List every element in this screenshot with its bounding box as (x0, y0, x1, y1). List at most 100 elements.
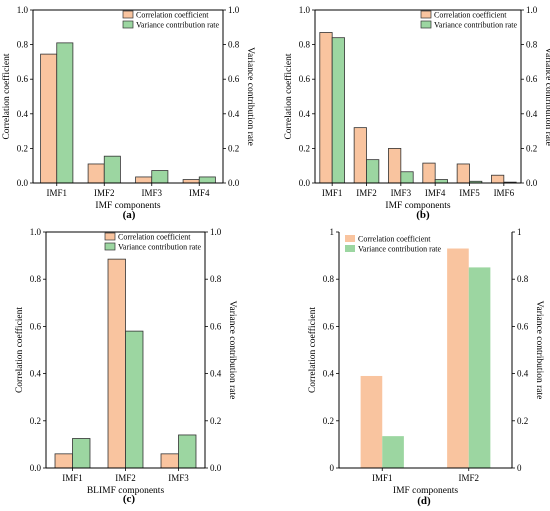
legend-swatch-variance (420, 20, 432, 29)
y-tick-label: 0.0 (30, 463, 42, 473)
x-axis-title: IMF components (95, 201, 160, 211)
y-axis-title: Correlation coefficient (14, 307, 25, 393)
y-tick-label: 1.0 (30, 227, 42, 237)
y-tick-label: 0.2 (323, 416, 334, 426)
chart-panel-d: IMF1 IMF2 0 0.2 0.4 0.6 0.8 1 0 0.2 0.4 0.6 0.8 1 Corr… (307, 227, 544, 507)
chart-panel-c: IMF1 IMF2 IMF3 0.0 0.2 0.4 0.6 0.8 1.0 0.0 0.2 0.4 0… (14, 227, 237, 505)
y-tick-label: 0.8 (323, 274, 335, 284)
x-tick-label: IMF1 (46, 188, 67, 198)
y-tick-label: 0.6 (30, 321, 42, 331)
bar-variance-imf1 (382, 436, 404, 468)
y2-tick-label: 0.2 (228, 143, 239, 153)
legend-swatch-correlation (104, 232, 116, 241)
legend-label: Variance contribution rate (118, 243, 202, 252)
y2-axis-title: Variance contribution rate (543, 47, 550, 146)
y2-tick-label: 0.6 (210, 321, 222, 331)
bar-variance-imf1 (331, 37, 345, 184)
y2-tick-label: 0.6 (526, 74, 538, 84)
y2-tick-label: 0 (517, 463, 522, 473)
x-tick-label: IMF3 (168, 473, 189, 483)
chart-panel-a: IMF1 IMF2 IMF3 IMF4 0.0 0.2 0.4 0.6 0.8 1.0 0.0 0.2… (1, 5, 255, 221)
legend-swatch-variance (122, 20, 134, 29)
bar-correlation-imf1 (54, 453, 73, 469)
y2-tick-label: 0.2 (210, 416, 221, 426)
panel-label: (d) (417, 495, 431, 507)
x-tick-label: IMF4 (189, 188, 210, 198)
y-tick-label: 1 (330, 227, 335, 237)
legend-swatch-correlation (122, 10, 134, 19)
y-tick-label: 0.0 (299, 178, 311, 188)
legend-swatch-correlation (420, 10, 432, 19)
bar-correlation-imf1 (40, 53, 58, 184)
chart-panel-b: IMF1 IMF2 IMF3 IMF4 IMF5 IMF6 0.0 0.2 0.4 0.6 0.8 1… (283, 5, 550, 221)
x-tick-label: IMF2 (458, 473, 479, 483)
y-tick-label: 0.2 (299, 143, 310, 153)
legend-swatch-variance (104, 242, 116, 251)
bar-variance-imf4 (434, 179, 448, 184)
x-axis-title: IMF components (385, 201, 450, 211)
y2-tick-label: 0.6 (517, 321, 529, 331)
y2-axis-title: Variance contribution rate (245, 47, 255, 146)
x-tick-label: IMF2 (356, 188, 377, 198)
panel-label: (c) (123, 493, 136, 505)
panel-label: (b) (416, 209, 430, 221)
x-tick-label: IMF2 (94, 188, 115, 198)
bar-correlation-imf1 (319, 32, 333, 184)
legend-label: Variance contribution rate (358, 245, 442, 254)
bar-variance-imf2 (366, 159, 380, 184)
y2-tick-label: 1 (517, 227, 522, 237)
legend-swatch-correlation (345, 235, 355, 242)
bar-correlation-imf6 (491, 174, 505, 184)
y-tick-label: 1.0 (299, 5, 311, 15)
bar-correlation-imf3 (160, 453, 179, 469)
bar-variance-imf3 (151, 170, 169, 184)
bar-variance-imf3 (178, 434, 197, 469)
y-axis-title: Correlation coefficient (1, 53, 12, 139)
y-tick-label: 0.8 (299, 40, 311, 50)
bar-correlation-imf2 (107, 258, 126, 469)
bar-variance-imf2 (103, 155, 121, 184)
y2-tick-label: 0.0 (210, 463, 222, 473)
bar-correlation-imf3 (388, 147, 402, 184)
x-tick-label: IMF5 (459, 188, 480, 198)
legend-label: Correlation coefficient (118, 233, 191, 242)
y2-tick-label: 0.6 (228, 74, 240, 84)
panel-label: (a) (123, 209, 136, 221)
y-tick-label: 0.2 (30, 416, 41, 426)
bar-variance-imf2 (125, 330, 144, 469)
bar-variance-imf3 (400, 171, 414, 184)
x-tick-label: IMF2 (115, 473, 136, 483)
legend-label: Variance contribution rate (434, 21, 518, 30)
y2-tick-label: 0.8 (517, 274, 529, 284)
bar-correlation-imf2 (353, 127, 367, 184)
y2-tick-label: 0.4 (228, 109, 240, 119)
y-tick-label: 0.6 (299, 74, 311, 84)
bar-correlation-imf4 (422, 162, 436, 184)
bar-variance-imf1 (72, 438, 91, 469)
y2-axis-title: Variance contribution rate (227, 301, 237, 400)
x-tick-label: IMF1 (372, 473, 393, 483)
bar-correlation-imf5 (456, 163, 470, 184)
y-tick-label: 0.4 (17, 109, 29, 119)
y-tick-label: 0.6 (17, 74, 29, 84)
y-axis-title: Correlation coefficient (307, 307, 318, 393)
y2-tick-label: 0.8 (526, 40, 538, 50)
y-tick-label: 0 (330, 463, 335, 473)
y-tick-label: 0.8 (17, 40, 29, 50)
bar-correlation-imf3 (135, 176, 153, 184)
y-axis-title: Correlation coefficient (283, 53, 294, 139)
x-tick-label: IMF3 (141, 188, 162, 198)
y-tick-label: 0.0 (17, 178, 29, 188)
y2-tick-label: 1.0 (526, 5, 538, 15)
bar-correlation-imf1 (360, 375, 383, 468)
legend-label: Correlation coefficient (434, 11, 507, 20)
bar-correlation-imf4 (182, 179, 200, 184)
bar-variance-imf2 (468, 267, 491, 468)
y2-tick-label: 0.4 (517, 369, 529, 379)
y2-tick-label: 0.0 (228, 178, 240, 188)
x-tick-label: IMF4 (425, 188, 446, 198)
bar-correlation-imf2 (447, 248, 469, 468)
